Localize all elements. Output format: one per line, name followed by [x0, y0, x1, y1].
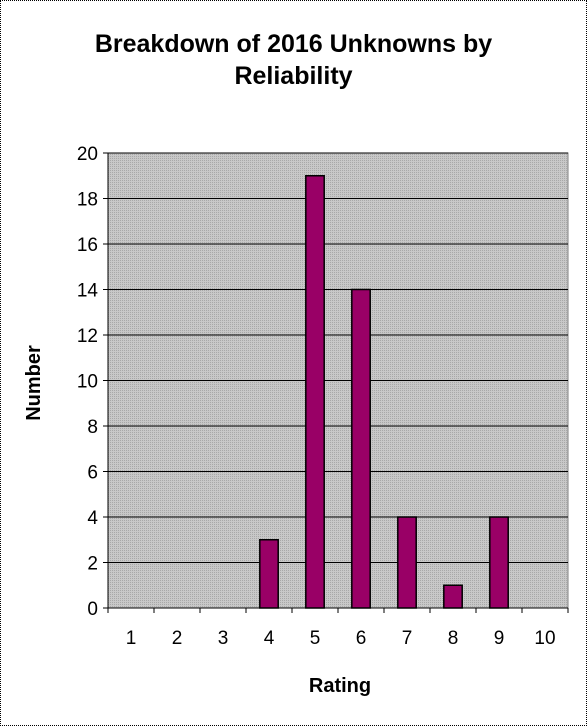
chart-title: Breakdown of 2016 Unknowns by Reliabilit… [94, 30, 493, 90]
bar-rating-9 [489, 516, 509, 609]
x-tick-label: 9 [494, 628, 505, 649]
x-tick-label: 4 [264, 628, 275, 649]
x-tick-label: 6 [356, 628, 367, 649]
y-tick-label: 0 [87, 599, 98, 620]
x-tick-label: 5 [310, 628, 321, 649]
bars [259, 175, 509, 609]
y-tick-labels: 0 2 4 6 8 10 12 14 16 18 20 [77, 144, 108, 620]
x-tick-label: 7 [402, 628, 413, 649]
y-tick-label: 18 [77, 190, 98, 211]
x-tick-labels: 1 2 3 4 5 6 7 8 9 10 [107, 608, 569, 649]
y-tick-label: 8 [87, 417, 98, 438]
y-tick-label: 12 [77, 326, 98, 347]
x-tick-label: 2 [172, 628, 183, 649]
bar-rating-6 [351, 288, 371, 609]
x-tick-label: 3 [218, 628, 229, 649]
y-tick-label: 20 [77, 144, 98, 165]
y-tick-label: 14 [77, 281, 99, 302]
bar-rating-4 [259, 539, 279, 609]
y-tick-label: 4 [87, 508, 98, 529]
x-tick-label: 8 [448, 628, 459, 649]
x-tick-label: 1 [126, 628, 137, 649]
x-tick-label: 10 [534, 628, 555, 649]
x-axis-title: Rating [309, 675, 371, 697]
bar-rating-7 [397, 516, 417, 609]
y-tick-label: 6 [87, 463, 98, 484]
y-tick-label: 16 [77, 235, 98, 256]
bar-rating-8 [443, 584, 463, 609]
bar-rating-5 [305, 175, 325, 609]
y-tick-label: 2 [87, 554, 98, 575]
y-axis-title: Number [23, 345, 45, 421]
y-tick-label: 10 [77, 372, 98, 393]
